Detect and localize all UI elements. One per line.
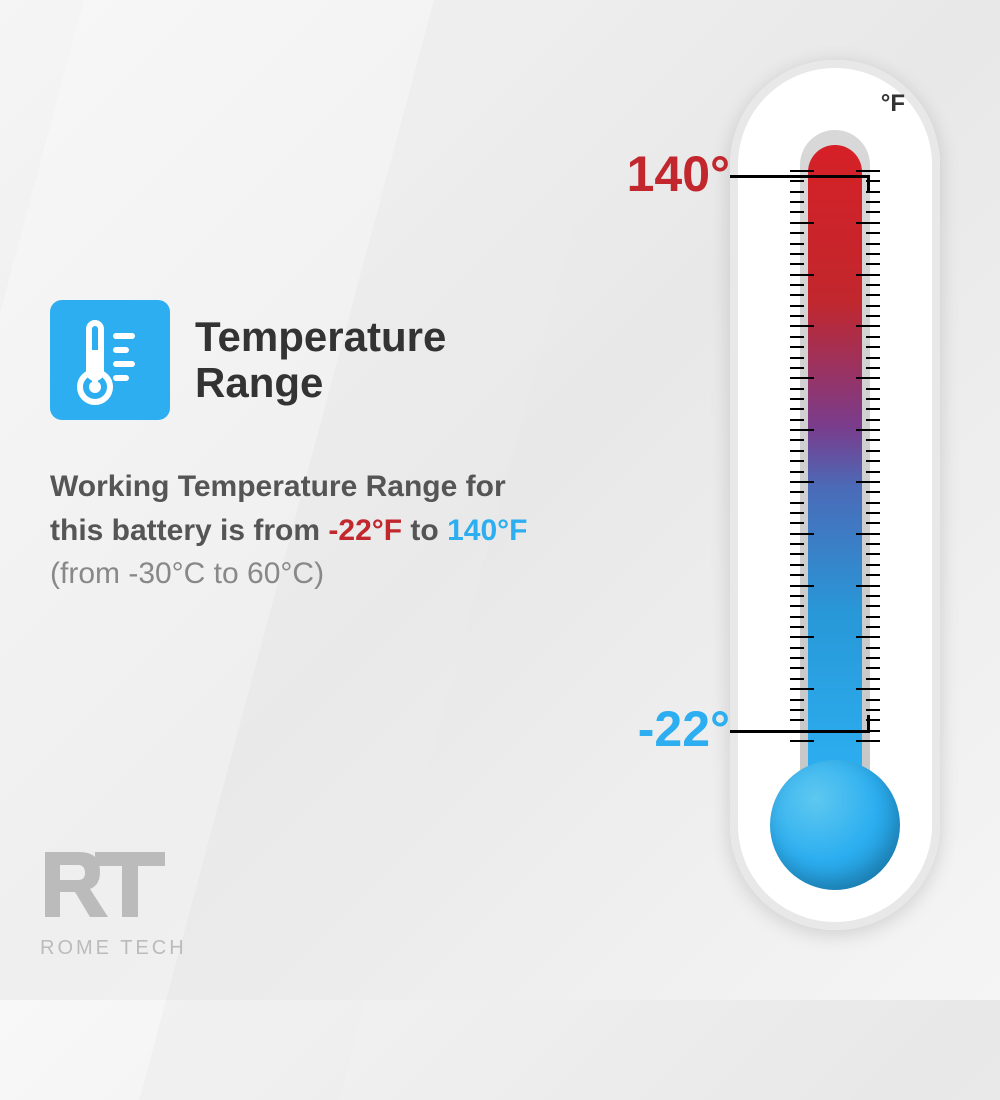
low-temp-label: -22° (638, 700, 730, 758)
brand-name: ROME TECH (40, 937, 187, 960)
thermometer-ticks (790, 170, 880, 740)
thermometer-icon (50, 300, 170, 420)
thermometer-graphic: °F (730, 60, 940, 930)
low-temp-tick (867, 715, 870, 733)
header-row: Temperature Range (50, 300, 530, 420)
low-temp-f: -22°F (328, 514, 402, 547)
low-temp-line (730, 730, 870, 733)
high-temp-f: 140°F (447, 514, 527, 547)
unit-label: °F (881, 90, 905, 118)
description: Working Temperature Range for this batte… (50, 465, 530, 596)
brand-logo: ROME TECH (40, 847, 187, 960)
high-temp-tick (867, 175, 870, 193)
high-temp-label: 140° (627, 145, 730, 203)
celsius-range: (from -30°C to 60°C) (50, 557, 324, 590)
thermometer-bulb (770, 760, 900, 890)
high-temp-line (730, 175, 870, 178)
content-block: Temperature Range Working Temperature Ra… (50, 300, 530, 596)
section-title: Temperature Range (195, 314, 530, 406)
desc-mid: to (402, 514, 447, 547)
